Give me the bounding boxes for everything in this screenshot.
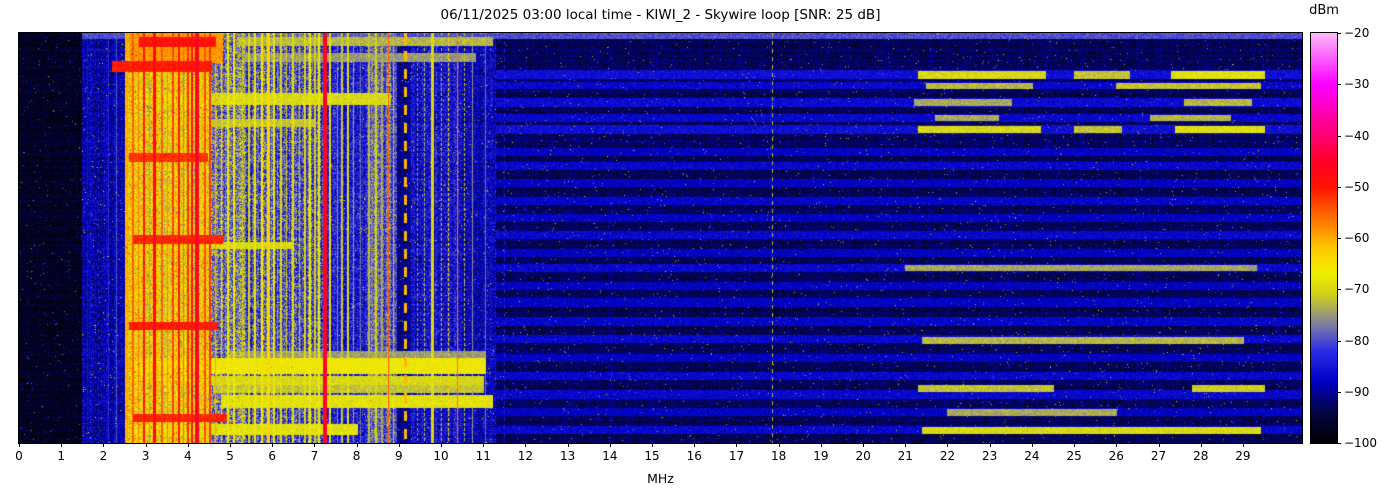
colorbar-label: dBm (1309, 3, 1339, 18)
x-tick-mark (1158, 443, 1160, 447)
colorbar-tick-mark (1337, 340, 1341, 342)
x-tick-label: 22 (939, 449, 956, 463)
colorbar-tick-mark (1337, 391, 1341, 393)
colorbar-gradient-canvas (1311, 33, 1337, 443)
x-tick-mark (441, 443, 443, 447)
colorbar-tick-mark (1337, 84, 1341, 86)
x-tick-mark (947, 443, 949, 447)
x-tick-mark (230, 443, 232, 447)
x-tick-mark (314, 443, 316, 447)
x-tick-mark (19, 443, 20, 447)
x-tick-mark (61, 443, 63, 447)
x-tick-label: 26 (1108, 449, 1124, 463)
x-tick-mark (694, 443, 696, 447)
x-tick-label: 14 (602, 449, 618, 463)
x-tick-label: 11 (475, 449, 491, 463)
x-tick-label: 27 (1150, 449, 1167, 463)
x-tick-mark (609, 443, 611, 447)
x-tick-mark (778, 443, 780, 447)
colorbar-tick-mark (1337, 238, 1341, 239)
x-tick-label: 17 (728, 449, 745, 463)
x-tick-mark (1031, 443, 1033, 447)
x-tick-mark (483, 443, 485, 447)
colorbar-tick-label: −50 (1344, 179, 1370, 194)
x-tick-mark (1200, 443, 1202, 447)
colorbar-tick-mark (1337, 33, 1341, 34)
colorbar-tick-mark (1337, 289, 1341, 291)
colorbar-tick-label: −80 (1344, 333, 1370, 348)
x-tick-label: 9 (395, 449, 403, 463)
plot-area (18, 32, 1303, 444)
x-tick-mark (652, 443, 654, 447)
colorbar-tick-label: −90 (1344, 384, 1370, 399)
colorbar (1310, 32, 1338, 444)
x-tick-label: 24 (1024, 449, 1040, 463)
x-tick-label: 3 (141, 449, 150, 463)
colorbar-tick-label: −40 (1344, 128, 1370, 143)
colorbar-tick-label: −30 (1344, 77, 1370, 92)
x-tick-mark (567, 443, 569, 447)
x-tick-label: 29 (1235, 449, 1251, 463)
x-tick-label: 10 (433, 449, 449, 463)
chart-title: 06/11/2025 03:00 local time - KIWI_2 - S… (440, 7, 881, 23)
colorbar-tick-label: −70 (1344, 282, 1370, 297)
x-tick-label: 6 (268, 449, 277, 463)
spectrogram-canvas (19, 33, 1302, 443)
x-tick-label: 1 (57, 449, 66, 463)
x-tick-mark (820, 443, 822, 447)
x-tick-mark (1074, 443, 1076, 447)
x-tick-mark (145, 443, 147, 447)
x-tick-mark (1116, 443, 1118, 447)
x-tick-label: 21 (897, 449, 913, 463)
x-tick-mark (525, 443, 527, 447)
x-tick-label: 15 (644, 449, 660, 463)
x-tick-mark (398, 443, 400, 447)
x-tick-label: 12 (517, 449, 534, 463)
x-tick-label: 20 (855, 449, 871, 463)
colorbar-tick-label: −60 (1344, 231, 1370, 245)
x-tick-mark (187, 443, 189, 447)
x-tick-label: 0 (15, 449, 23, 463)
x-tick-label: 18 (771, 449, 787, 463)
x-tick-label: 5 (226, 449, 234, 463)
x-tick-label: 7 (310, 449, 319, 463)
colorbar-tick-mark (1337, 186, 1341, 188)
x-tick-label: 19 (813, 449, 829, 463)
x-tick-label: 13 (560, 449, 576, 463)
x-tick-mark (989, 443, 991, 447)
x-tick-mark (1242, 443, 1244, 447)
colorbar-tick-label: −20 (1344, 26, 1370, 40)
x-tick-label: 23 (982, 449, 998, 463)
x-tick-label: 16 (686, 449, 702, 463)
x-tick-label: 4 (183, 449, 192, 463)
x-tick-label: 25 (1066, 449, 1082, 463)
x-tick-label: 2 (99, 449, 108, 463)
x-tick-mark (272, 443, 274, 447)
x-tick-mark (103, 443, 105, 447)
x-tick-mark (736, 443, 738, 447)
x-tick-mark (863, 443, 865, 447)
colorbar-tick-mark (1337, 135, 1341, 137)
x-tick-mark (356, 443, 358, 447)
x-tick-label: 8 (352, 449, 361, 463)
colorbar-tick-label: −100 (1344, 436, 1377, 450)
x-tick-label: 28 (1193, 449, 1209, 463)
x-tick-mark (905, 443, 907, 447)
colorbar-tick-mark (1337, 443, 1341, 444)
x-axis-label: MHz (647, 471, 674, 486)
